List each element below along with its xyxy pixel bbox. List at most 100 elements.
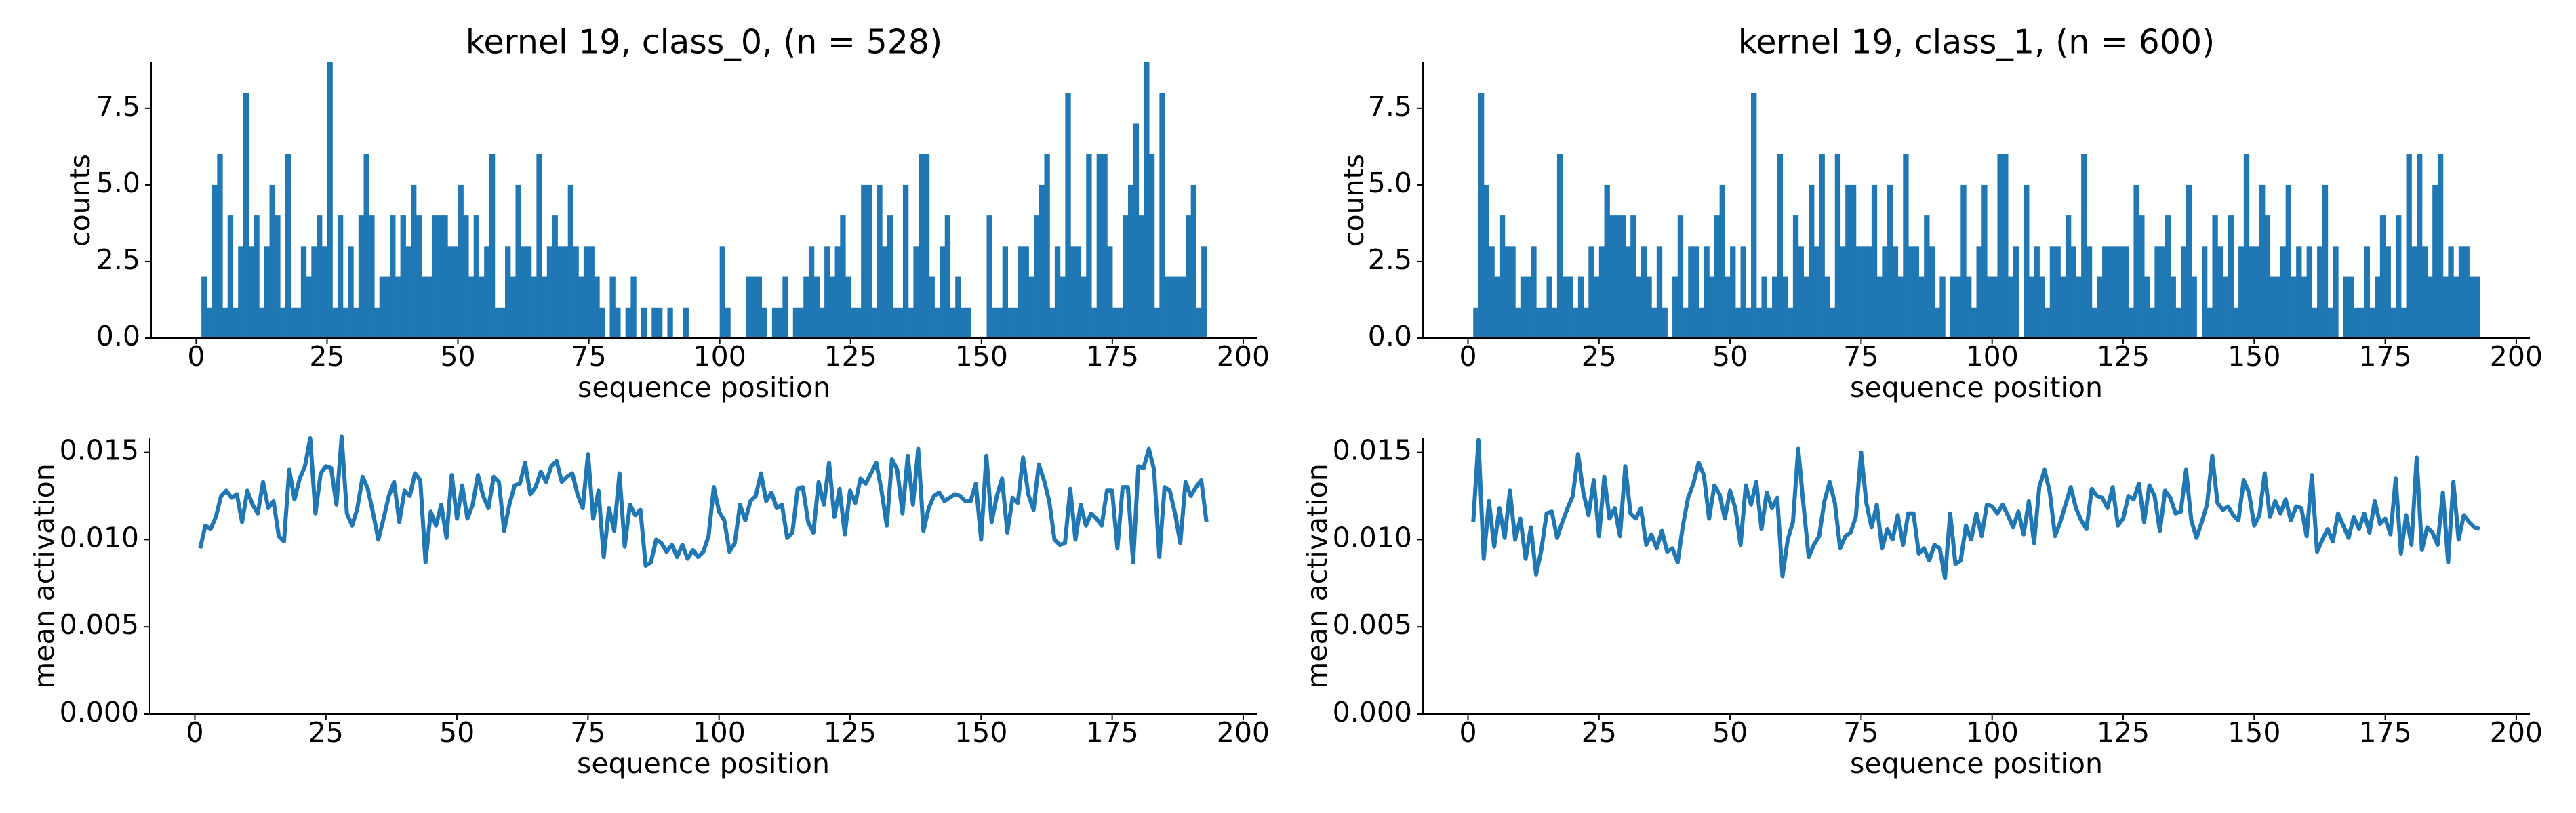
- bar: [2312, 307, 2318, 338]
- bar: [217, 154, 223, 338]
- bar: [1955, 276, 1961, 338]
- bar: [1751, 93, 1757, 338]
- bar: [2128, 307, 2135, 338]
- bar: [2427, 276, 2433, 338]
- bar: [2469, 276, 2475, 338]
- bar: [1117, 307, 1123, 338]
- bar: [1028, 276, 1034, 338]
- bar: [206, 307, 213, 338]
- bar: [1159, 93, 1165, 338]
- bar: [525, 246, 532, 338]
- bar: [2055, 246, 2061, 338]
- bar: [583, 246, 590, 338]
- bar: [479, 276, 485, 338]
- x-tick-label: 150: [2228, 340, 2280, 373]
- bar: [573, 246, 579, 338]
- bar: [1855, 246, 1861, 338]
- bar: [1531, 246, 1537, 338]
- bar: [1619, 215, 1626, 338]
- bar: [557, 246, 563, 338]
- bar: [2396, 215, 2402, 338]
- bar: [531, 276, 537, 338]
- y-axis-label: mean activation: [28, 463, 60, 688]
- bar: [992, 307, 998, 338]
- bar: [2112, 246, 2118, 338]
- bar: [2160, 246, 2166, 338]
- bar: [2118, 246, 2124, 338]
- bar: [1546, 276, 1552, 338]
- bar: [1986, 276, 1993, 338]
- bar: [2212, 215, 2218, 338]
- x-tick-label: 75: [570, 716, 605, 749]
- bar: [2233, 307, 2239, 338]
- bar: [2437, 154, 2444, 338]
- y-tick-label: 0.000: [1333, 696, 1412, 728]
- bar: [1918, 276, 1925, 338]
- x-tick-label: 0: [1459, 716, 1476, 749]
- bar: [1950, 276, 1956, 338]
- bar: [615, 307, 621, 338]
- bar: [808, 246, 815, 338]
- bar: [1002, 246, 1009, 338]
- bar: [819, 307, 825, 338]
- bar: [588, 246, 595, 338]
- bar: [1065, 93, 1071, 338]
- bar: [2390, 307, 2396, 338]
- bar: [1102, 154, 1108, 338]
- bar: [1494, 276, 1500, 338]
- bar: [463, 215, 469, 338]
- bar: [2144, 276, 2150, 338]
- bar: [332, 307, 338, 338]
- bar: [317, 215, 323, 338]
- bar: [2243, 154, 2250, 338]
- bar: [2186, 184, 2192, 338]
- bar: [2139, 215, 2145, 338]
- x-tick-label: 25: [308, 716, 344, 749]
- bar: [609, 276, 616, 338]
- bar: [348, 246, 354, 338]
- bar: [379, 276, 386, 338]
- bar: [882, 246, 888, 338]
- bar: [955, 276, 961, 338]
- bar: [929, 276, 935, 338]
- y-tick-label: 0.005: [60, 608, 139, 641]
- bar: [2264, 215, 2271, 338]
- y-tick-label: 7.5: [1368, 90, 1412, 123]
- x-tick-label: 200: [1217, 340, 1270, 373]
- bar: [2102, 246, 2108, 338]
- bar: [1148, 154, 1155, 338]
- bar: [1499, 215, 1506, 338]
- bar: [824, 246, 830, 338]
- bar: [321, 246, 328, 338]
- bar: [1981, 184, 1988, 338]
- bar: [1107, 246, 1113, 338]
- x-tick-label: 100: [1966, 716, 2019, 749]
- bar: [2354, 307, 2360, 338]
- bar: [1567, 276, 1573, 338]
- bar: [1635, 276, 1642, 338]
- bar: [2301, 276, 2308, 338]
- bar: [1861, 246, 1867, 338]
- bar: [1525, 276, 1531, 338]
- x-tick-label: 125: [2097, 340, 2150, 373]
- bar: [1813, 246, 1820, 338]
- bar: [353, 307, 359, 338]
- x-tick-label: 75: [571, 340, 607, 373]
- bar: [1887, 184, 1893, 338]
- bar: [2358, 307, 2365, 338]
- bar: [625, 307, 631, 338]
- bar: [1489, 246, 1495, 338]
- bar: [552, 215, 558, 338]
- bar: [1913, 246, 1920, 338]
- bar: [630, 276, 637, 338]
- bar: [2327, 307, 2333, 338]
- bar: [908, 307, 914, 338]
- bar: [1792, 215, 1799, 338]
- bar: [594, 276, 600, 338]
- bar: [877, 184, 883, 338]
- bar: [746, 276, 752, 338]
- bar: [1483, 184, 1490, 338]
- bar: [2034, 246, 2040, 338]
- bar: [285, 154, 291, 338]
- bar: [521, 246, 527, 338]
